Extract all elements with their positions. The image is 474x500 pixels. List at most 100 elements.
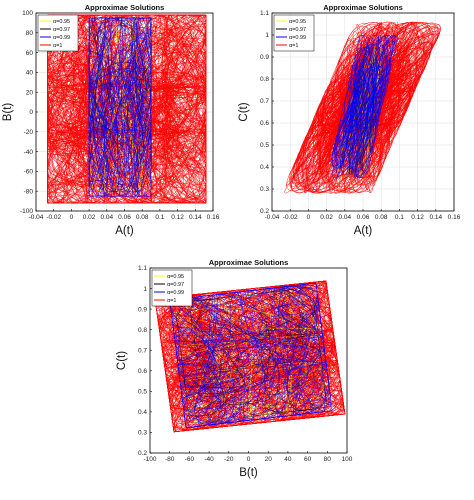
y-tick-label: 1.1 <box>138 265 147 272</box>
legend-label: α=0.97 <box>289 27 306 33</box>
y-axis-label: B(t) <box>2 103 14 122</box>
x-tick-label: -40 <box>204 456 214 463</box>
x-tick-label: -60 <box>185 456 195 463</box>
y-tick-label: 20 <box>26 89 34 96</box>
y-tick-label: 100 <box>22 10 33 17</box>
y-tick-label: -100 <box>20 208 33 215</box>
y-tick-label: 0.3 <box>138 430 147 437</box>
y-tick-label: 0.2 <box>138 450 147 457</box>
series-trajectory-alpha-1 <box>47 14 207 204</box>
series-trajectory-2 <box>88 17 152 197</box>
x-tick-label: 100 <box>342 456 353 463</box>
x-tick-label: 0 <box>307 214 311 221</box>
x-tick-label: 0.04 <box>338 214 351 221</box>
y-tick-label: 60 <box>26 50 34 57</box>
series-trajectory-2 <box>169 282 333 428</box>
y-tick-label: 1 <box>265 32 269 39</box>
y-tick-label: 0.6 <box>260 120 269 127</box>
x-axis-label: A(t) <box>115 225 134 237</box>
x-tick-label: 0.14 <box>429 214 442 221</box>
x-tick-label: 0.04 <box>100 214 113 221</box>
chart-panel-3: -100 -80 -60 -40 -20 0 20 40 60 80 100 0.2 0.3 0.4 0.5… <box>116 258 353 479</box>
y-tick-label: 80 <box>26 30 34 37</box>
x-tick-label: 60 <box>304 456 312 463</box>
y-tick-label: 0.4 <box>138 409 147 416</box>
legend-label: α=1 <box>289 43 298 49</box>
y-tick-label: 0.3 <box>260 186 269 193</box>
legend-label: α=0.99 <box>53 35 70 41</box>
legend: α=0.95 α=0.97 α=0.99 α=1 <box>273 14 315 52</box>
legend: α=0.95 α=0.97 α=0.99 α=1 <box>151 269 193 307</box>
x-tick-label: 0.14 <box>189 214 202 221</box>
y-tick-label: 0.7 <box>138 347 147 354</box>
y-tick-label: 0.8 <box>138 327 147 334</box>
series-trajectory-2 <box>331 34 398 179</box>
x-tick-label: -0.04 <box>265 214 280 221</box>
y-tick-label: 0.5 <box>138 389 147 396</box>
legend-label: α=1 <box>53 43 62 49</box>
x-tick-label: 40 <box>284 456 292 463</box>
series-trajectory-1 <box>174 286 328 422</box>
chart-title: Approximae Solutions <box>323 3 403 12</box>
x-tick-label: 0.08 <box>136 214 149 221</box>
y-tick-label: 0.4 <box>260 164 269 171</box>
y-tick-label: -80 <box>24 188 34 195</box>
legend-label: α=0.99 <box>289 35 306 41</box>
x-tick-label: 0.02 <box>83 214 96 221</box>
chart-title: Approximae Solutions <box>85 3 165 12</box>
y-tick-label: -20 <box>24 129 34 136</box>
x-tick-label: 0.12 <box>171 214 184 221</box>
y-tick-label: 0.9 <box>260 54 269 61</box>
y-tick-label: 0.8 <box>260 76 269 83</box>
x-tick-label: -0.02 <box>46 214 61 221</box>
legend-label: α=0.95 <box>167 274 184 280</box>
x-tick-label: 0.08 <box>375 214 388 221</box>
legend-label: α=0.95 <box>53 19 70 25</box>
y-tick-label: 1.1 <box>260 10 269 17</box>
chart-panel-2: -0.04 -0.02 0 0.02 0.04 0.06 0.08 0.1 0.12 0.14 0.… <box>238 3 461 237</box>
y-tick-label: 0.6 <box>138 368 147 375</box>
legend-label: α=0.97 <box>167 282 184 288</box>
legend-label: α=0.99 <box>167 290 184 296</box>
series-trajectory-2 <box>331 35 392 179</box>
chart-panel-1: -0.04 -0.02 0 0.02 0.04 0.06 0.08 0.1 0.12 0.14 0.… <box>2 3 220 237</box>
y-tick-label: 0 <box>29 109 33 116</box>
chart-title: Approximae Solutions <box>209 258 289 267</box>
y-tick-label: 1 <box>143 286 147 293</box>
x-tick-label: 0.16 <box>448 214 461 221</box>
y-tick-label: -60 <box>24 169 34 176</box>
x-tick-label: -20 <box>224 456 234 463</box>
trajectory-layer <box>46 14 207 204</box>
trajectory-layer <box>154 280 346 433</box>
x-axis-label: B(t) <box>239 467 258 479</box>
x-tick-label: 0.1 <box>395 214 404 221</box>
x-tick-label: 0.1 <box>155 214 164 221</box>
series-trajectory-alpha-1 <box>154 280 346 433</box>
y-tick-label: 0.5 <box>260 142 269 149</box>
x-tick-label: 0.12 <box>411 214 424 221</box>
x-tick-label: -100 <box>143 456 156 463</box>
trajectory-layer <box>283 21 441 194</box>
y-tick-label: -40 <box>24 149 34 156</box>
legend-label: α=0.95 <box>289 19 306 25</box>
x-axis-label: A(t) <box>354 225 373 237</box>
y-tick-label: 0.7 <box>260 98 269 105</box>
x-tick-label: 80 <box>324 456 332 463</box>
x-tick-label: 0.02 <box>320 214 333 221</box>
x-tick-label: 0.16 <box>207 214 220 221</box>
x-tick-label: -80 <box>165 456 175 463</box>
x-tick-label: -0.02 <box>283 214 298 221</box>
y-axis-label: C(t) <box>238 102 250 121</box>
y-tick-label: 40 <box>26 70 34 77</box>
legend: α=0.95 α=0.97 α=0.99 α=1 <box>37 14 79 52</box>
legend-label: α=0.97 <box>53 27 70 33</box>
x-tick-label: 0.06 <box>357 214 370 221</box>
y-tick-label: 0.9 <box>138 306 147 313</box>
x-tick-label: 20 <box>265 456 273 463</box>
y-axis-label: C(t) <box>116 351 128 370</box>
x-tick-label: 0 <box>247 456 251 463</box>
x-tick-label: -0.04 <box>29 214 44 221</box>
legend-label: α=1 <box>167 298 176 304</box>
x-tick-label: 0.06 <box>118 214 131 221</box>
